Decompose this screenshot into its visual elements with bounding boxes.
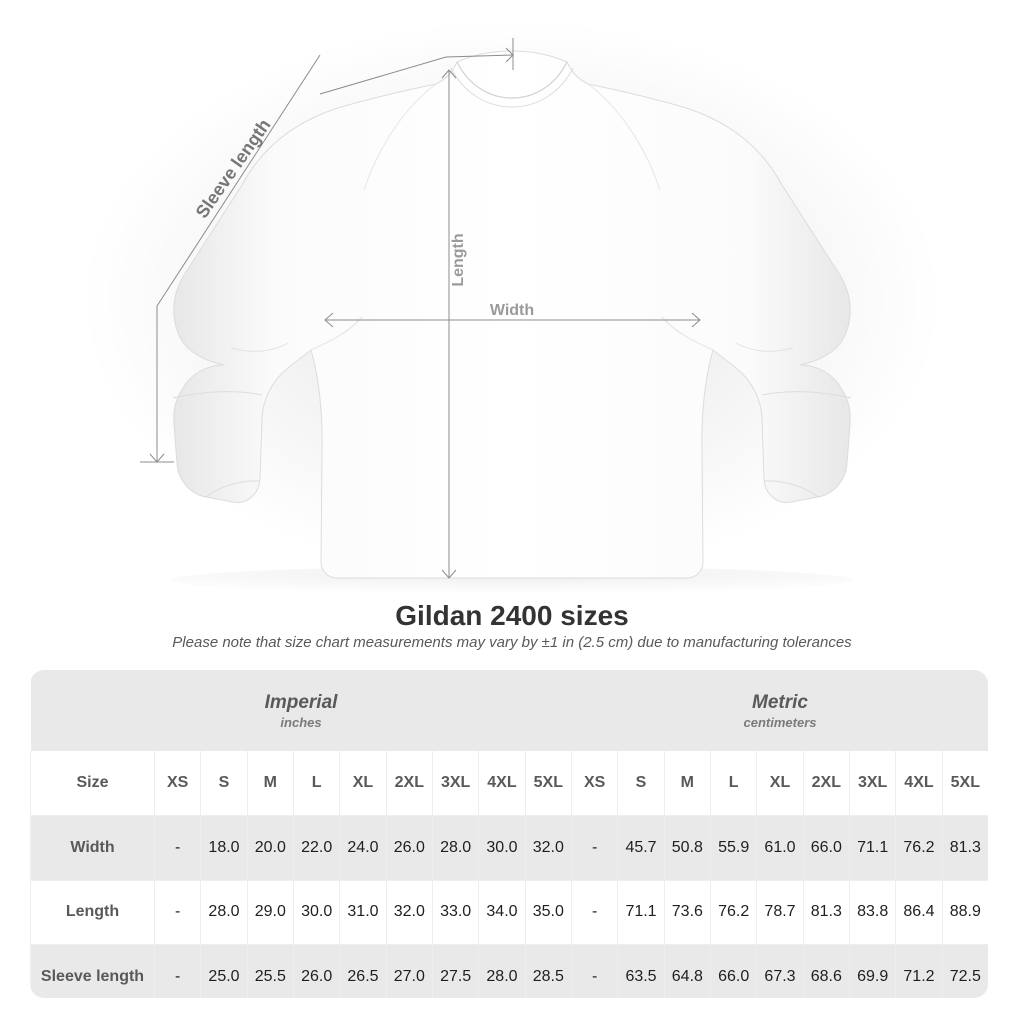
svg-text:Width: Width [490,302,534,319]
svg-text:Length: Length [450,233,467,286]
